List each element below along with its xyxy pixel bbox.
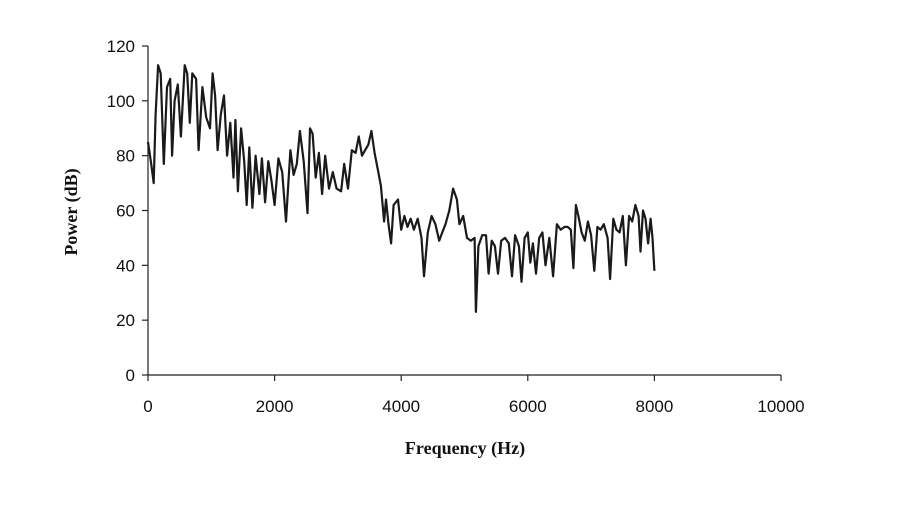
axes <box>147 46 781 376</box>
y-tick-label: 100 <box>107 92 135 111</box>
y-tick-label: 120 <box>107 37 135 56</box>
x-tick-label: 2000 <box>256 397 294 416</box>
y-tick-label: 0 <box>126 366 135 385</box>
x-tick-label: 6000 <box>509 397 547 416</box>
x-tick-label: 10000 <box>757 397 804 416</box>
x-axis-title: Frequency (Hz) <box>405 438 525 459</box>
series-layer <box>146 64 656 313</box>
y-tick-label: 60 <box>116 202 135 221</box>
x-tick-label: 4000 <box>382 397 420 416</box>
y-tick-label: 40 <box>116 256 135 275</box>
spectrum-series-line <box>146 64 656 313</box>
tick-marks: 0 20 40 60 80 100 120 0 2000 4000 6000 8000 10000 <box>107 37 805 416</box>
y-axis-title: Power (dB) <box>61 168 82 255</box>
x-tick-label: 0 <box>143 397 152 416</box>
x-tick-label: 8000 <box>635 397 673 416</box>
y-tick-label: 20 <box>116 311 135 330</box>
y-tick-label: 80 <box>116 147 135 166</box>
